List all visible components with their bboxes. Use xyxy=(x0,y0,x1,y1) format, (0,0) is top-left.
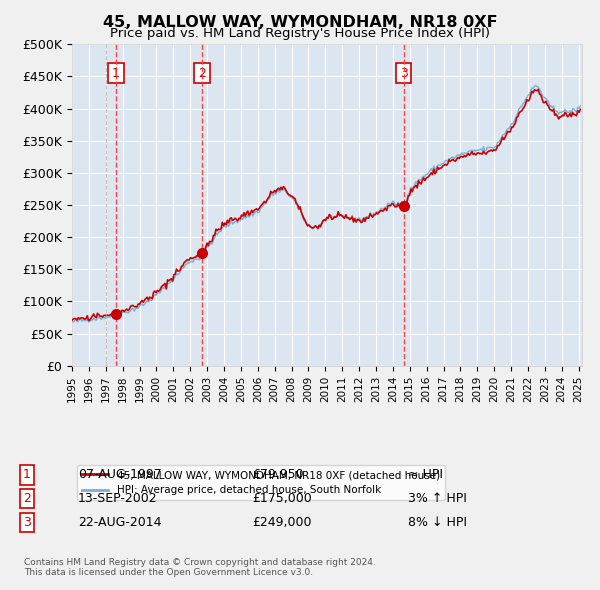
Text: 2: 2 xyxy=(198,67,206,80)
Text: 13-SEP-2002: 13-SEP-2002 xyxy=(78,492,158,505)
Text: 3% ↑ HPI: 3% ↑ HPI xyxy=(408,492,467,505)
Text: £249,000: £249,000 xyxy=(252,516,311,529)
Text: 8% ↓ HPI: 8% ↓ HPI xyxy=(408,516,467,529)
Legend: 45, MALLOW WAY, WYMONDHAM, NR18 0XF (detached house), HPI: Average price, detach: 45, MALLOW WAY, WYMONDHAM, NR18 0XF (det… xyxy=(77,465,445,500)
Text: 3: 3 xyxy=(23,516,31,529)
Text: 3: 3 xyxy=(400,67,407,80)
Text: 22-AUG-2014: 22-AUG-2014 xyxy=(78,516,161,529)
Text: £175,000: £175,000 xyxy=(252,492,312,505)
Text: ≈ HPI: ≈ HPI xyxy=(408,468,443,481)
Text: 1: 1 xyxy=(23,468,31,481)
Text: 2: 2 xyxy=(23,492,31,505)
Text: Contains HM Land Registry data © Crown copyright and database right 2024.
This d: Contains HM Land Registry data © Crown c… xyxy=(24,558,376,577)
Text: 1: 1 xyxy=(112,67,120,80)
Text: 45, MALLOW WAY, WYMONDHAM, NR18 0XF: 45, MALLOW WAY, WYMONDHAM, NR18 0XF xyxy=(103,15,497,30)
Text: Price paid vs. HM Land Registry's House Price Index (HPI): Price paid vs. HM Land Registry's House … xyxy=(110,27,490,40)
Text: £79,950: £79,950 xyxy=(252,468,304,481)
Text: 07-AUG-1997: 07-AUG-1997 xyxy=(78,468,162,481)
